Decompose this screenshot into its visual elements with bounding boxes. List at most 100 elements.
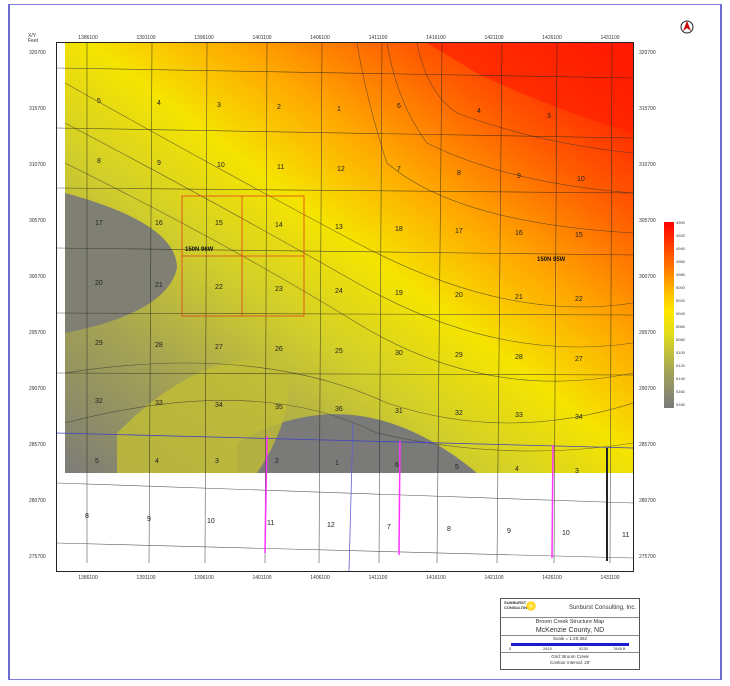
svg-text:17: 17 bbox=[95, 220, 103, 227]
y-tick: 320700 bbox=[639, 50, 656, 56]
x-tick: 1416100 bbox=[426, 575, 446, 581]
svg-text:30: 30 bbox=[395, 350, 403, 357]
svg-text:17: 17 bbox=[455, 228, 463, 235]
scale-label: Scale = 1:20,362 bbox=[553, 636, 587, 641]
svg-text:11: 11 bbox=[267, 520, 274, 527]
y-tick: 300700 bbox=[639, 274, 656, 280]
svg-text:10: 10 bbox=[562, 530, 570, 537]
svg-text:12: 12 bbox=[337, 166, 345, 173]
svg-text:9: 9 bbox=[157, 160, 161, 167]
y-tick: 305700 bbox=[29, 218, 46, 224]
x-tick: 1421100 bbox=[484, 35, 504, 41]
svg-text:4: 4 bbox=[477, 108, 481, 115]
svg-text:27: 27 bbox=[215, 344, 223, 351]
svg-text:4: 4 bbox=[155, 458, 159, 465]
sunburst-logo: SUNBURST CONSULTING bbox=[504, 600, 542, 616]
svg-text:25: 25 bbox=[335, 348, 343, 355]
svg-text:33: 33 bbox=[155, 400, 163, 407]
svg-text:3: 3 bbox=[217, 102, 221, 109]
svg-text:10: 10 bbox=[217, 162, 225, 169]
svg-text:35: 35 bbox=[275, 404, 283, 411]
svg-text:12: 12 bbox=[327, 522, 335, 529]
y-tick: 290700 bbox=[639, 386, 656, 392]
svg-text:4: 4 bbox=[515, 466, 519, 473]
svg-text:9: 9 bbox=[147, 516, 151, 523]
svg-text:3: 3 bbox=[547, 113, 551, 120]
y-tick: 285700 bbox=[639, 442, 656, 448]
svg-text:4: 4 bbox=[157, 100, 161, 107]
x-tick: 1431100 bbox=[600, 35, 620, 41]
svg-text:14: 14 bbox=[275, 222, 283, 229]
y-tick: 280700 bbox=[639, 498, 656, 504]
svg-text:9: 9 bbox=[517, 173, 521, 180]
x-tick: 1431100 bbox=[600, 575, 620, 581]
svg-text:28: 28 bbox=[155, 342, 163, 349]
svg-text:32: 32 bbox=[455, 410, 463, 417]
x-tick: 1396100 bbox=[194, 575, 214, 581]
x-tick: 1426100 bbox=[542, 35, 562, 41]
svg-text:8: 8 bbox=[85, 513, 89, 520]
svg-text:150N 95W: 150N 95W bbox=[537, 257, 566, 263]
north-arrow-icon bbox=[680, 20, 694, 34]
svg-text:11: 11 bbox=[277, 164, 284, 171]
svg-text:2: 2 bbox=[277, 104, 281, 111]
svg-text:5: 5 bbox=[455, 464, 459, 471]
svg-text:10: 10 bbox=[577, 176, 585, 183]
x-tick: 1411100 bbox=[368, 575, 388, 581]
svg-text:34: 34 bbox=[575, 414, 583, 421]
svg-text:6: 6 bbox=[397, 103, 401, 110]
y-tick: 280700 bbox=[29, 498, 46, 504]
svg-text:24: 24 bbox=[335, 288, 343, 295]
x-tick: 1391100 bbox=[136, 35, 156, 41]
svg-text:36: 36 bbox=[335, 406, 343, 413]
grid-label: Grid: Broom Creek bbox=[551, 654, 589, 659]
svg-text:33: 33 bbox=[515, 412, 523, 419]
svg-text:3: 3 bbox=[215, 458, 219, 465]
svg-text:20: 20 bbox=[455, 292, 463, 299]
svg-text:1: 1 bbox=[335, 460, 339, 467]
x-tick: 1411100 bbox=[368, 35, 388, 41]
svg-text:11: 11 bbox=[622, 532, 629, 539]
map-frame bbox=[8, 4, 722, 680]
svg-text:29: 29 bbox=[455, 352, 463, 359]
svg-text:21: 21 bbox=[515, 294, 523, 301]
y-tick: 310700 bbox=[29, 162, 46, 168]
svg-text:5: 5 bbox=[95, 458, 99, 465]
y-tick: 310700 bbox=[639, 162, 656, 168]
y-tick: 275700 bbox=[639, 554, 656, 560]
y-tick: 305700 bbox=[639, 218, 656, 224]
color-legend: 4900 4920 4940 4960 4980 5000 5020 5040 … bbox=[664, 220, 685, 408]
y-tick: 275700 bbox=[29, 554, 46, 560]
svg-text:15: 15 bbox=[575, 232, 583, 239]
x-tick: 1406100 bbox=[310, 35, 330, 41]
svg-text:8: 8 bbox=[97, 158, 101, 165]
svg-text:34: 34 bbox=[215, 402, 223, 409]
svg-text:150N 96W: 150N 96W bbox=[185, 247, 214, 253]
scale-bar bbox=[511, 643, 629, 646]
svg-text:9: 9 bbox=[507, 528, 511, 535]
svg-text:22: 22 bbox=[575, 296, 583, 303]
x-tick: 1401100 bbox=[252, 35, 272, 41]
units-label: X/Y Feet bbox=[28, 33, 39, 44]
y-tick: 315700 bbox=[639, 106, 656, 112]
y-tick: 315700 bbox=[29, 106, 46, 112]
svg-text:2: 2 bbox=[275, 458, 279, 465]
svg-text:7: 7 bbox=[387, 524, 391, 531]
svg-text:8: 8 bbox=[457, 170, 461, 177]
y-tick: 290700 bbox=[29, 386, 46, 392]
x-tick: 1406100 bbox=[310, 575, 330, 581]
svg-text:7: 7 bbox=[397, 166, 401, 173]
title-block: SUNBURST CONSULTING Sunburst Consulting, … bbox=[500, 598, 640, 670]
x-tick: 1386100 bbox=[78, 575, 98, 581]
x-tick: 1396100 bbox=[194, 35, 214, 41]
svg-text:29: 29 bbox=[95, 340, 103, 347]
svg-text:21: 21 bbox=[155, 282, 163, 289]
svg-text:31: 31 bbox=[395, 408, 403, 415]
y-tick: 320700 bbox=[29, 50, 46, 56]
x-tick: 1416100 bbox=[426, 35, 446, 41]
svg-text:28: 28 bbox=[515, 354, 523, 361]
svg-text:16: 16 bbox=[515, 230, 523, 237]
x-tick: 1421100 bbox=[484, 575, 504, 581]
svg-text:23: 23 bbox=[275, 286, 283, 293]
